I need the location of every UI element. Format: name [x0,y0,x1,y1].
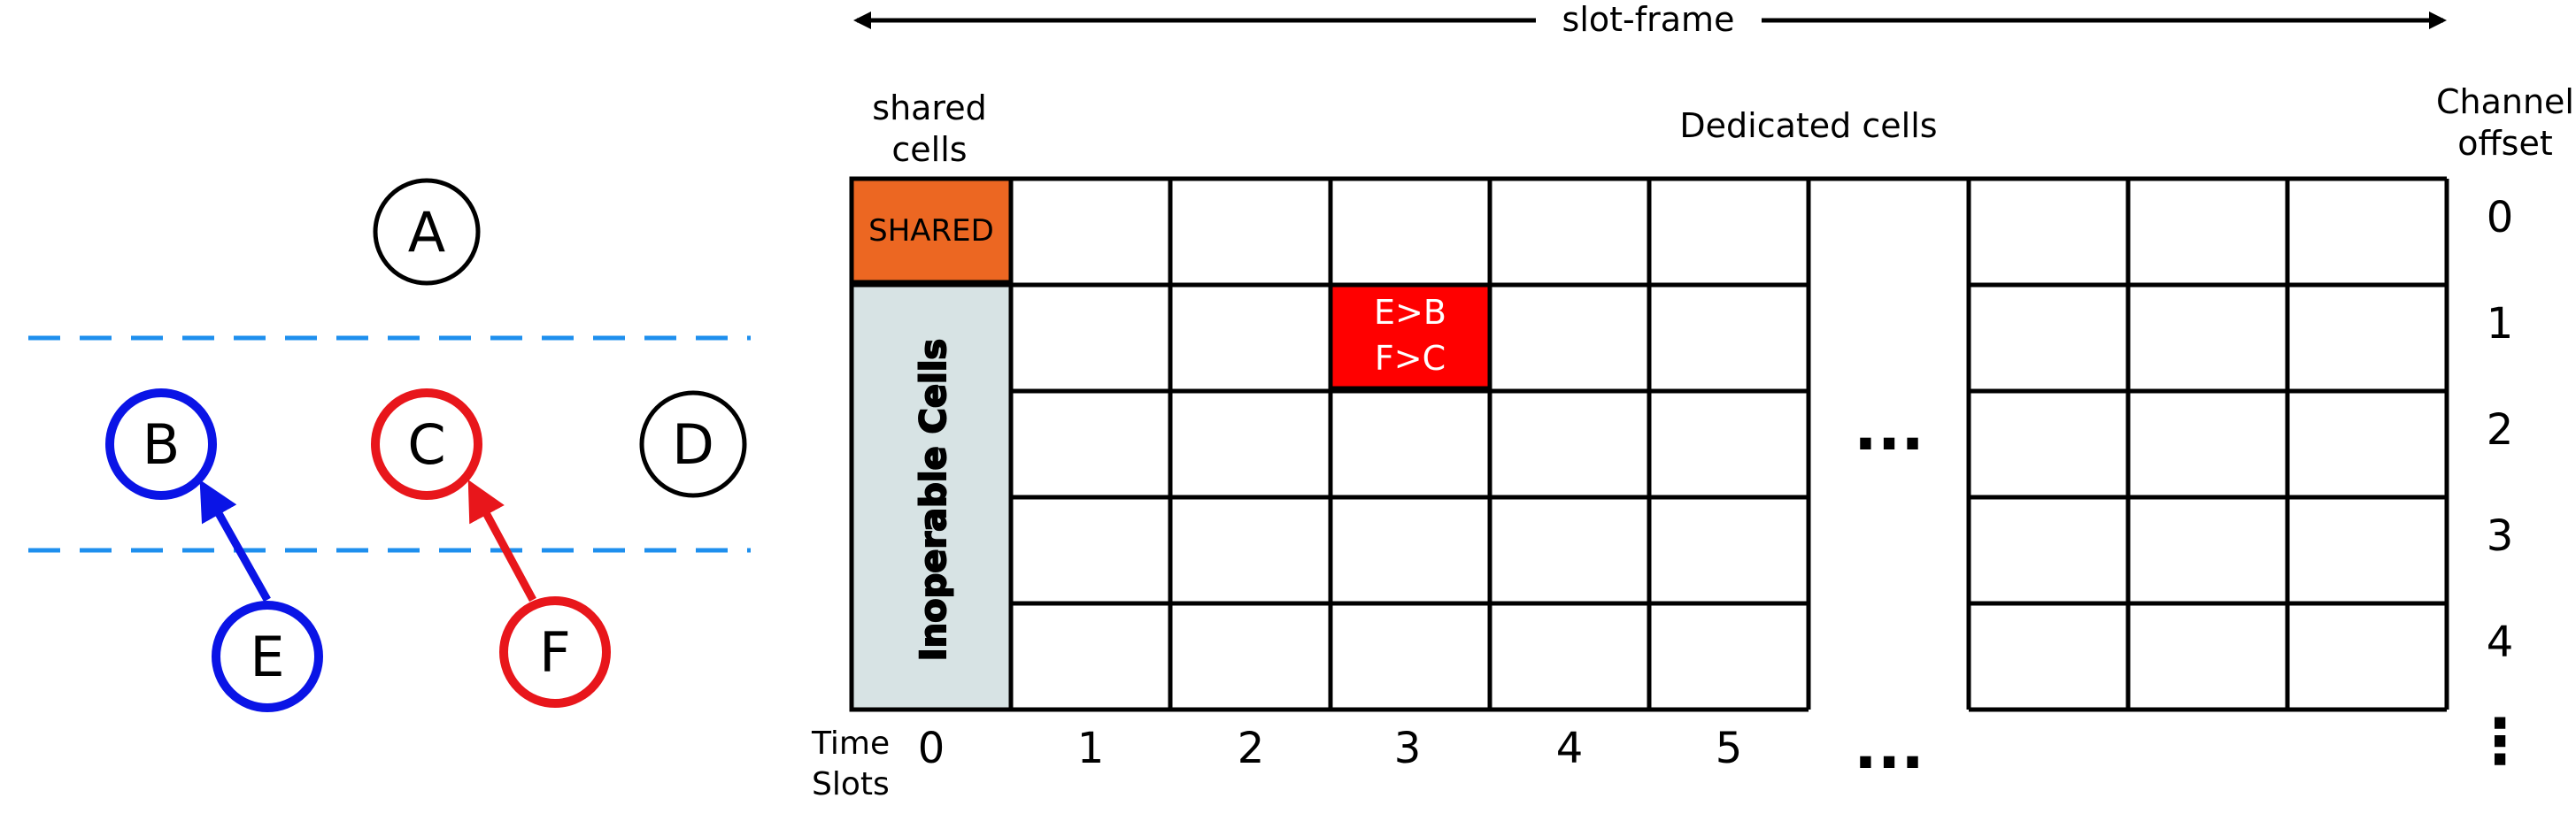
time-slot-2: 2 [1238,724,1265,773]
shared-cells-header-line2: cells [891,130,967,169]
node-e: E [212,601,323,712]
time-slot-ellipsis: ... [1854,710,1924,783]
slotframe: slot-frame shared cells Dedicated cells … [811,0,2574,802]
node-d: D [639,390,747,498]
node-a-label: A [408,200,445,265]
slotframe-label: slot-frame [1562,0,1735,39]
time-slot-0: 0 [918,724,945,773]
shared-cells-header-line1: shared [872,88,986,127]
node-f: F [499,596,611,708]
dedicated-cells-header: Dedicated cells [1679,106,1937,145]
link-f-to-c [467,480,536,603]
node-d-label: D [672,412,714,477]
channel-offset-3: 3 [2487,511,2514,561]
channel-offset-2: 2 [2487,405,2514,455]
shared-cell-label: SHARED [868,213,994,249]
grid-lines [852,176,2449,712]
time-slot-4: 4 [1556,724,1584,773]
time-slots-header-line2: Slots [812,766,890,802]
network-topology: A B C D E F [28,178,751,712]
node-b-label: B [143,412,181,477]
node-e-label: E [250,625,284,689]
channel-offset-header-line2: offset [2457,124,2553,163]
grid-ellipsis: ... [1854,392,1924,464]
inoperable-cells-column [849,282,1014,712]
dedicated-cell-line1: E>B [1374,293,1446,332]
time-slot-1: 1 [1077,724,1105,773]
channel-offset-ellipsis: ⋮ [2469,705,2531,778]
channel-offset-header-line1: Channel [2436,82,2574,121]
channel-offset-1: 1 [2487,299,2514,349]
node-f-label: F [539,620,571,685]
node-c-label: C [407,412,445,477]
node-a: A [373,178,481,286]
dedicated-cell-line2: F>C [1375,339,1446,378]
time-slot-5: 5 [1716,724,1743,773]
node-c: C [371,388,482,500]
time-slots-header-line1: Time [811,725,890,762]
inoperable-cells-label: Inoperable Cells [914,339,954,661]
link-e-to-b [199,480,271,603]
time-slot-3: 3 [1394,724,1422,773]
channel-offset-0: 0 [2487,193,2514,242]
channel-offset-4: 4 [2487,618,2514,667]
node-b: B [105,388,217,500]
